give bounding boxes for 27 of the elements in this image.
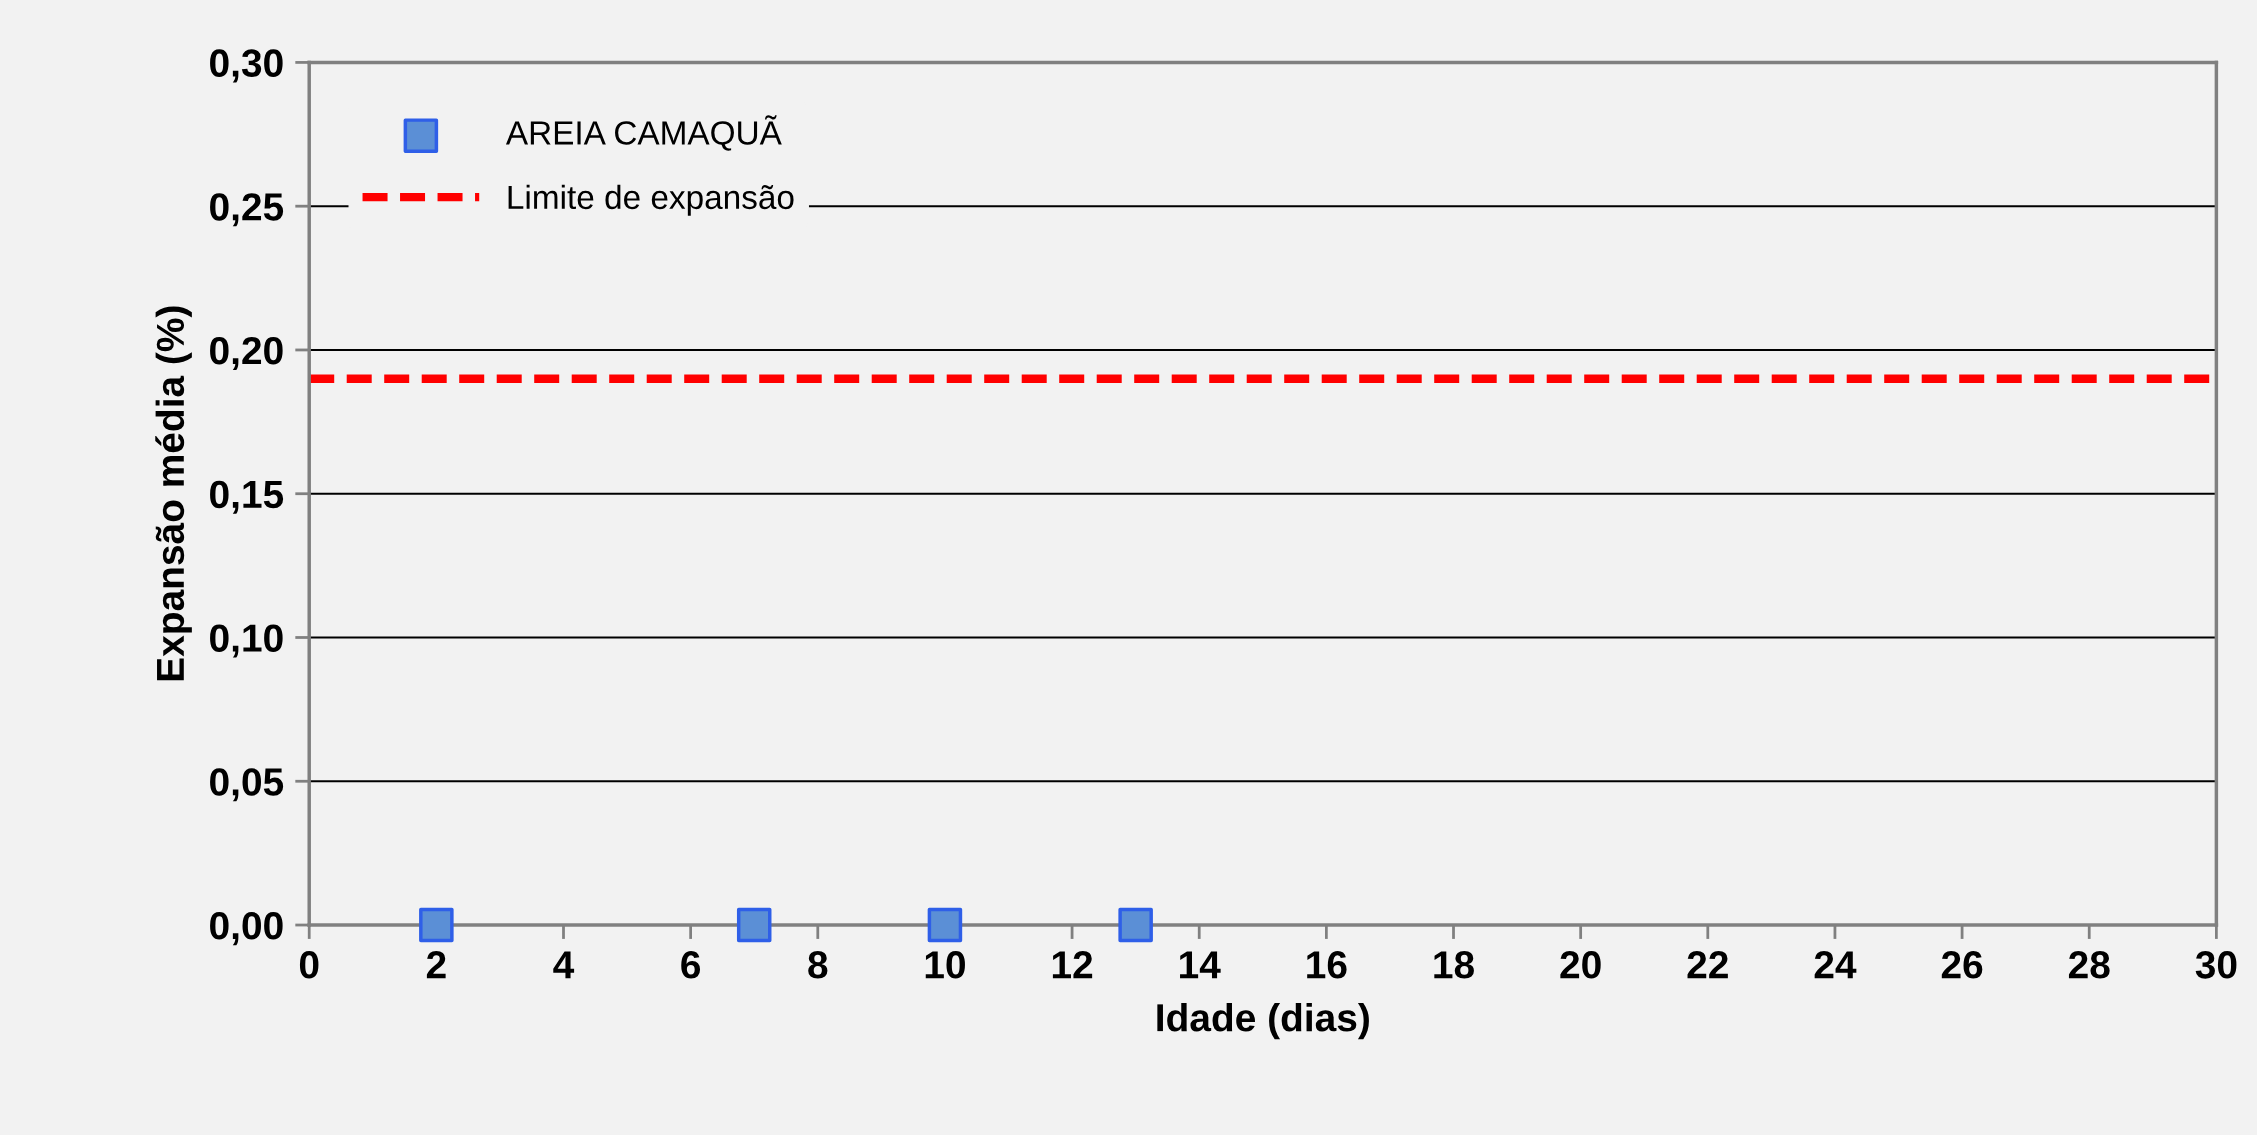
y-tick-label: 0,10 (210, 624, 283, 658)
y-tick-label: 0,05 (210, 768, 284, 802)
x-tick-label: 30 (2195, 951, 2237, 979)
y-tick-label: 0,25 (210, 193, 284, 227)
x-tick-label: 0 (299, 951, 319, 979)
x-tick-label: 2 (426, 951, 446, 979)
x-tick-label: 14 (1180, 951, 1221, 979)
x-tick-label: 24 (1814, 951, 1857, 979)
x-tick-label: 6 (681, 951, 701, 979)
y-tick-label: 0,20 (210, 336, 283, 371)
x-tick-label: 4 (553, 951, 575, 979)
y-tick-label: 0,15 (210, 480, 284, 514)
y-tick-label: 0,00 (210, 911, 283, 946)
x-tick-label: 12 (1052, 951, 1093, 979)
legend-label: AREIA CAMAQUÃ (505, 115, 782, 151)
x-tick-label: 22 (1687, 951, 1728, 979)
x-tick-label: 26 (1941, 951, 1983, 979)
x-tick-label: 28 (2068, 951, 2110, 979)
x-tick-label: 10 (925, 951, 965, 979)
x-axis-title: Idade (dias) (1157, 1002, 1369, 1040)
x-tick-label: 18 (1434, 951, 1474, 979)
y-tick-label: 0,30 (210, 49, 283, 83)
x-tick-label: 20 (1560, 951, 1601, 979)
legend-label: Limite de expansão (508, 184, 794, 216)
y-axis-title: Expansão média (%) (155, 306, 192, 681)
x-tick-label: 16 (1307, 951, 1347, 979)
x-tick-label: 8 (808, 951, 828, 979)
